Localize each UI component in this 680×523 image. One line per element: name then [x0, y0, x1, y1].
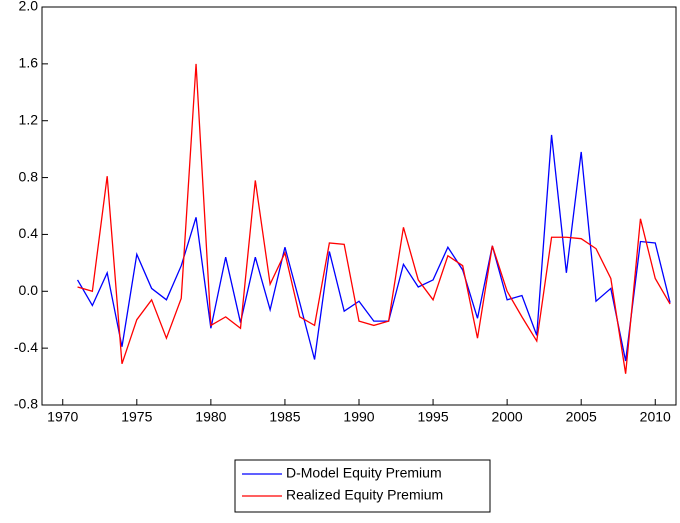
- y-tick-label: -0.4: [14, 339, 38, 355]
- plot-frame: [41, 6, 677, 406]
- x-tick-label: 1975: [121, 409, 152, 425]
- y-tick-label: 1.6: [19, 55, 39, 71]
- x-tick-label: 1980: [195, 409, 226, 425]
- x-tick-label: 2010: [640, 409, 671, 425]
- x-tick-label: 2005: [566, 409, 597, 425]
- y-tick-label: 0.4: [19, 225, 39, 241]
- legend-label: Realized Equity Premium: [286, 487, 443, 503]
- y-tick-label: -0.8: [14, 396, 38, 412]
- y-tick-label: 2.0: [19, 0, 39, 14]
- y-tick-label: 0.8: [19, 168, 39, 184]
- x-tick-label: 2000: [492, 409, 523, 425]
- x-tick-label: 1990: [343, 409, 374, 425]
- x-tick-label: 1985: [269, 409, 300, 425]
- y-tick-label: 0.0: [19, 282, 39, 298]
- data-line: [76, 134, 671, 362]
- legend-box: [234, 459, 491, 513]
- y-tick-label: 1.2: [19, 111, 39, 127]
- x-tick-label: 1970: [47, 409, 78, 425]
- legend-label: D-Model Equity Premium: [286, 465, 442, 481]
- data-line: [77, 63, 671, 374]
- x-tick-label: 1995: [417, 409, 448, 425]
